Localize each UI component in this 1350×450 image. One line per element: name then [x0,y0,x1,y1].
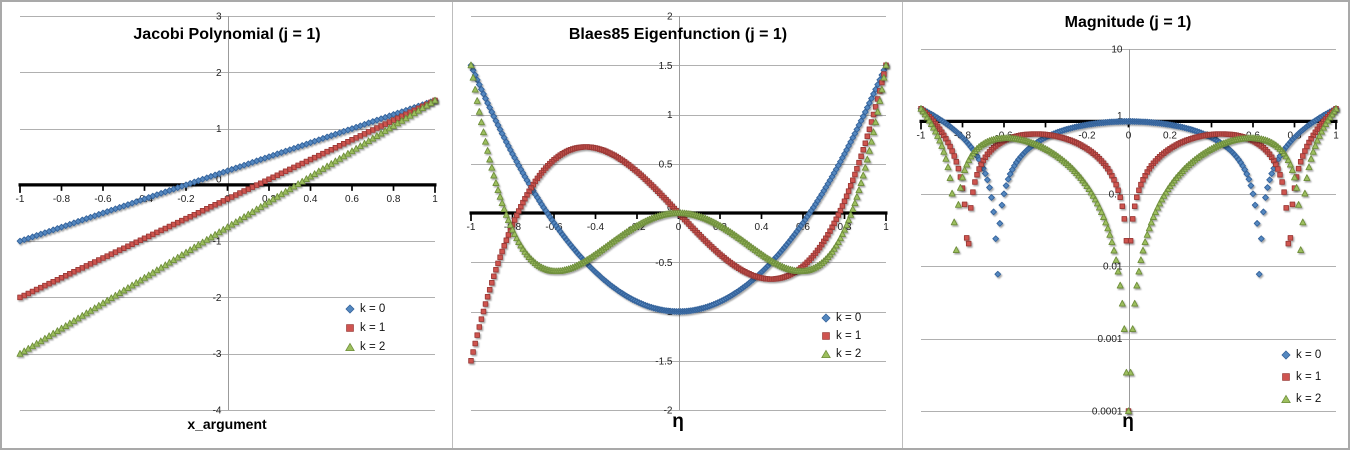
x-axis [18,183,437,193]
legend-label: k = 1 [360,321,386,334]
legend-item: k = 2 [345,337,385,356]
legend-label: k = 0 [836,312,862,324]
legend-label: k = 1 [836,330,862,342]
svg-text:-2: -2 [213,293,222,304]
legend: k = 0 k = 1 k = 2 [1281,344,1321,410]
gridlines [921,49,1336,412]
legend-label: k = 2 [360,340,386,353]
y-tick-labels: 3 2 1 0 -1 -2 -3 -4 [213,12,222,417]
svg-text:1: 1 [1117,111,1123,122]
chart-title: Jacobi Polynomial (j = 1) [133,26,321,43]
svg-text:0.8: 0.8 [387,194,401,205]
chart-plot-jacobi: -1-0.8-0.6-0.4-0.200.20.40.60.813210-1-2… [16,12,439,417]
legend-label: k = 1 [1296,371,1322,383]
legend-square-icon [346,323,354,332]
panel-jacobi-polynomial: -1-0.8-0.6-0.4-0.200.20.40.60.813210-1-2… [2,2,452,448]
svg-text:0.6: 0.6 [345,194,359,205]
legend-diamond-icon [1281,350,1291,360]
chart-plot-eigenfunction: -1-0.8-0.6-0.4-0.200.20.40.60.8121.510.5… [467,12,890,417]
svg-text:1: 1 [1333,130,1339,141]
svg-text:-0.2: -0.2 [1078,130,1096,141]
series-k=2 [16,96,439,357]
legend: k = 0 k = 1 k = 2 [345,299,385,356]
legend-label: k = 0 [1296,349,1322,361]
legend-triangle-icon [1281,394,1291,403]
legend-item: k = 2 [1281,388,1321,410]
y-tick-labels: 10 1 0.1 0.01 0.001 0.0001 [1092,45,1123,418]
svg-text:-1: -1 [917,130,926,141]
svg-text:10: 10 [1111,45,1123,56]
svg-text:1.5: 1.5 [659,61,673,72]
legend-item: k = 1 [1281,366,1321,388]
chart-title: Magnitude (j = 1) [1064,14,1192,31]
legend-label: k = 2 [1296,393,1322,405]
svg-text:1: 1 [216,124,222,135]
svg-text:-4: -4 [213,406,222,417]
svg-text:0.01: 0.01 [1103,262,1123,273]
svg-text:0.6: 0.6 [796,222,810,233]
series-k=0 [16,97,439,245]
legend: k = 0 k = 1 k = 2 [821,309,861,363]
svg-text:0.4: 0.4 [755,222,769,233]
legend-item: k = 1 [821,327,861,345]
svg-text:0.5: 0.5 [659,159,673,170]
legend-item: k = 1 [345,318,385,337]
panel-blaes85-eigenfunction: -1-0.8-0.6-0.4-0.200.20.40.60.8121.510.5… [452,2,903,448]
svg-text:-1: -1 [16,194,25,205]
svg-text:3: 3 [216,12,222,23]
svg-text:1: 1 [432,194,438,205]
legend-label: k = 2 [836,348,862,360]
panel-magnitude: -1-0.8-0.6-0.4-0.200.20.40.60.811010.10.… [902,2,1348,448]
legend-triangle-icon [821,349,831,358]
svg-text:1: 1 [667,110,673,121]
legend-item: k = 0 [821,309,861,327]
svg-text:1: 1 [883,222,889,233]
legend-diamond-icon [345,303,355,314]
legend-item: k = 0 [1281,344,1321,366]
legend-item: k = 2 [821,345,861,363]
x-tick-labels: -1-0.8-0.6-0.4-0.200.20.40.60.81 [467,222,890,233]
legend-triangle-icon [345,342,355,351]
series-k=1 [918,105,1339,414]
chart-title: Blaes85 Eigenfunction (j = 1) [568,26,788,43]
svg-text:-3: -3 [213,349,222,360]
svg-text:-0.2: -0.2 [177,194,195,205]
svg-text:-2: -2 [664,406,673,417]
svg-text:-1: -1 [467,222,476,233]
series-k=2 [917,105,1340,415]
chart-plot-magnitude: -1-0.8-0.6-0.4-0.200.20.40.60.811010.10.… [917,45,1340,418]
svg-text:-0.5: -0.5 [655,258,673,269]
svg-text:-0.6: -0.6 [545,222,563,233]
svg-text:0.0001: 0.0001 [1092,407,1123,418]
series-k=1 [17,97,438,301]
svg-text:0: 0 [216,174,222,185]
svg-text:0: 0 [1126,130,1132,141]
gridlines [471,16,886,411]
series-k=2 [467,61,890,275]
x-axis-label: η [1122,411,1134,432]
svg-text:2: 2 [667,12,673,23]
x-axis-label: x_argument [187,416,267,432]
svg-text:0.1: 0.1 [1109,189,1123,200]
svg-text:-0.8: -0.8 [53,194,71,205]
svg-text:-1: -1 [213,237,222,248]
svg-text:0.001: 0.001 [1097,334,1122,345]
legend-square-icon [1282,373,1290,381]
legend-item: k = 0 [345,299,385,318]
x-axis-label: η [672,411,684,432]
svg-text:0: 0 [676,222,682,233]
svg-text:-0.6: -0.6 [94,194,112,205]
svg-text:2: 2 [216,68,222,79]
svg-text:-0.4: -0.4 [587,222,605,233]
x-tick-labels: -1-0.8-0.6-0.4-0.200.20.40.60.81 [917,130,1340,141]
svg-text:-1.5: -1.5 [655,356,673,367]
legend-square-icon [822,332,830,340]
svg-text:0.2: 0.2 [1163,130,1177,141]
legend-label: k = 0 [360,302,386,315]
svg-text:0.4: 0.4 [304,194,318,205]
legend-diamond-icon [821,313,831,323]
